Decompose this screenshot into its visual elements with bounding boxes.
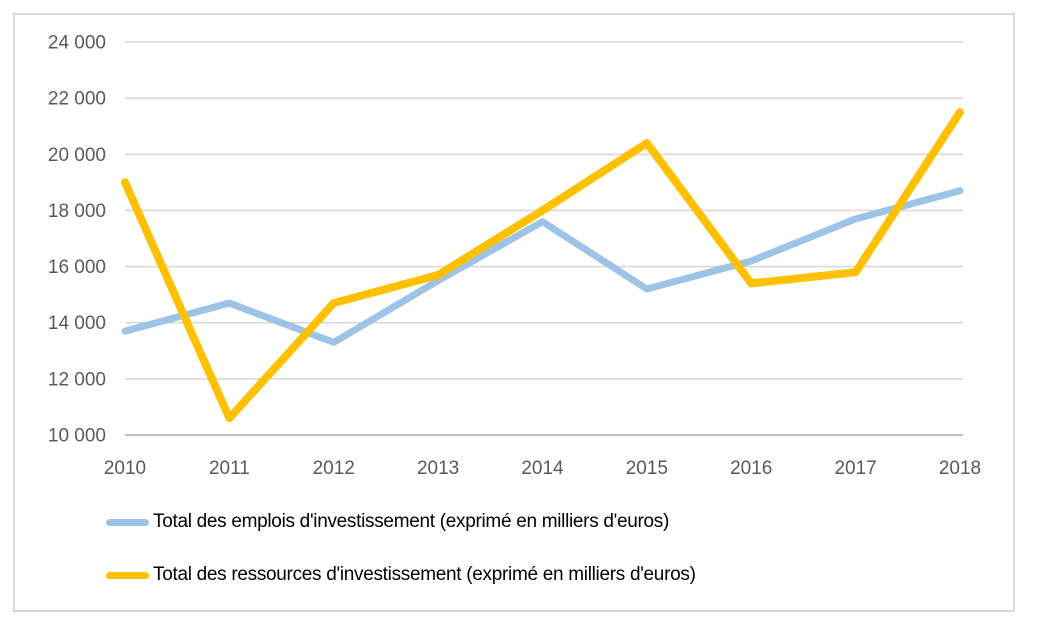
x-tick-label: 2015 <box>626 458 668 479</box>
y-tick-label: 16 000 <box>48 257 106 278</box>
legend-item-emplois: Total des emplois d'investissement (expr… <box>106 511 669 533</box>
x-tick-label: 2010 <box>104 458 146 479</box>
legend-swatch-emplois <box>106 518 149 526</box>
chart-border <box>13 13 1015 612</box>
y-tick-label: 24 000 <box>48 33 106 54</box>
y-tick-label: 22 000 <box>48 89 106 110</box>
y-tick-label: 20 000 <box>48 145 106 166</box>
legend-swatch-ressources <box>106 571 149 579</box>
legend-label-ressources: Total des ressources d'investissement (e… <box>153 564 696 585</box>
x-tick-label: 2013 <box>417 458 459 479</box>
x-tick-label: 2018 <box>939 458 981 479</box>
x-tick-label: 2011 <box>209 458 250 479</box>
series-line-1 <box>121 108 964 423</box>
x-tick-label: 2012 <box>313 458 355 479</box>
y-tick-label: 18 000 <box>48 201 106 222</box>
x-tick-label: 2014 <box>521 458 564 479</box>
y-tick-label: 10 000 <box>48 426 106 447</box>
legend-item-ressources: Total des ressources d'investissement (e… <box>106 564 696 586</box>
y-tick-label: 12 000 <box>48 369 106 390</box>
y-tick-label: 14 000 <box>48 313 106 334</box>
x-tick-label: 2016 <box>730 458 772 479</box>
series-line-0 <box>121 187 964 346</box>
x-tick-label: 2017 <box>834 458 876 479</box>
legend-label-emplois: Total des emplois d'investissement (expr… <box>153 511 670 532</box>
